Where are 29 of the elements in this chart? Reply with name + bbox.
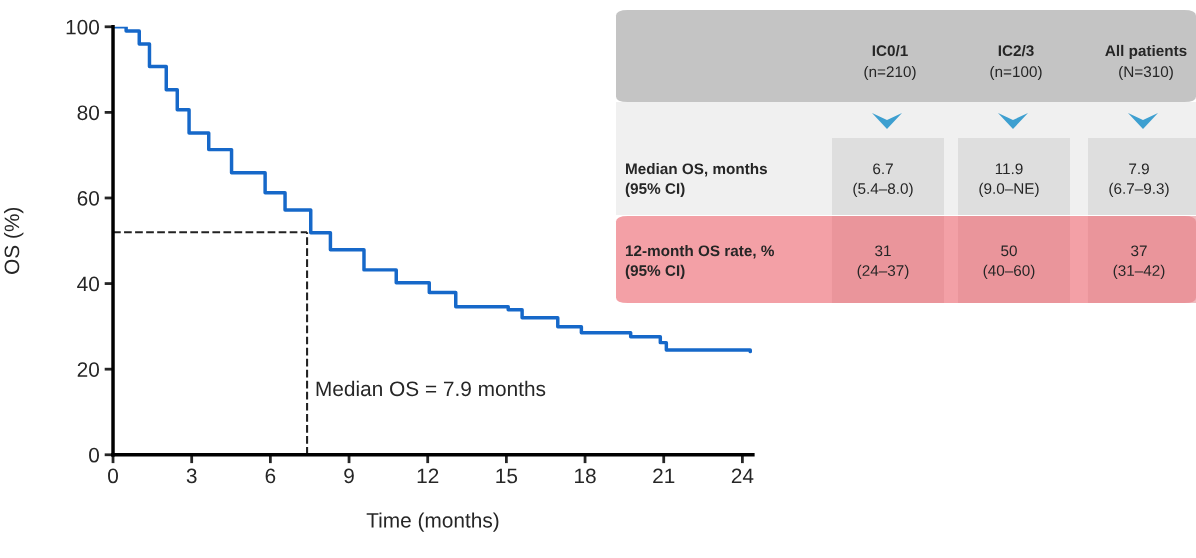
y-tick-label: 40 bbox=[77, 276, 100, 292]
x-tick-label: 21 bbox=[653, 468, 675, 484]
x-tick-label: 18 bbox=[575, 468, 596, 484]
y-tick-label: 80 bbox=[77, 105, 100, 121]
text: 37 (31–42) bbox=[1113, 245, 1165, 279]
y-tick-label: 20 bbox=[77, 362, 100, 377]
annotation: Median OS, months (95% CI) bbox=[625, 162, 767, 198]
text: IC0/1 (n=210) bbox=[864, 44, 916, 81]
x-tick-label: 6 bbox=[265, 468, 276, 484]
y-axis-title: OS (%) bbox=[3, 207, 24, 274]
x-tick-label: 3 bbox=[186, 468, 197, 484]
text: 11.9 (9.0–NE) bbox=[979, 163, 1039, 197]
x-axis-title: Time (months) bbox=[366, 512, 499, 532]
text: IC2/3 (n=100) bbox=[990, 44, 1042, 81]
x-tick-label: 0 bbox=[108, 468, 118, 484]
y-tick-label: 0 bbox=[89, 447, 100, 463]
text: 7.9 (6.7–9.3) bbox=[1109, 163, 1169, 197]
text: All patients (N=310) bbox=[1105, 44, 1187, 81]
y-tick-label: 60 bbox=[77, 190, 100, 206]
x-tick-label: 12 bbox=[417, 468, 439, 484]
x-tick-label: 9 bbox=[344, 468, 354, 484]
annotation: Median OS = 7.9 months bbox=[316, 380, 546, 397]
x-tick-label: 24 bbox=[731, 468, 754, 484]
text: 50 (40–60) bbox=[983, 245, 1035, 279]
y-tick-label: 100 bbox=[66, 19, 100, 35]
text: 31 (24–37) bbox=[857, 245, 909, 279]
annotation: 12-month OS rate, % (95% CI) bbox=[625, 244, 775, 280]
x-tick-label: 15 bbox=[496, 468, 518, 484]
text: 6.7 (5.4–8.0) bbox=[853, 163, 913, 197]
